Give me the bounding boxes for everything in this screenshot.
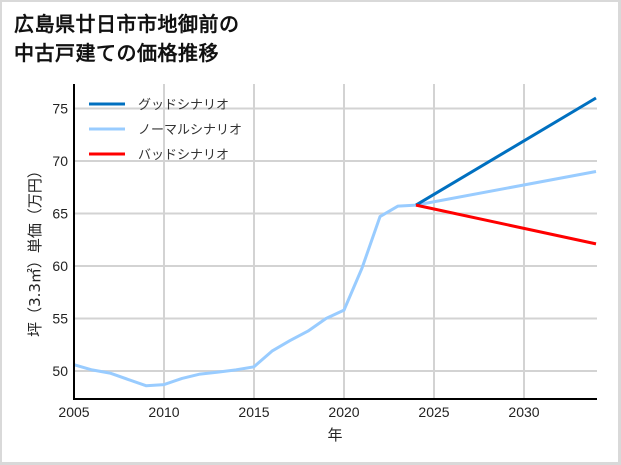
y-tick-label: 75 — [52, 101, 68, 117]
x-tick-label: 2005 — [58, 404, 89, 420]
chart-title: 広島県廿日市市地御前の 中古戸建ての価格推移 — [14, 10, 240, 68]
y-tick-label: 50 — [52, 363, 68, 379]
x-tick-label: 2015 — [238, 404, 269, 420]
y-tick-labels: 50 55 60 65 70 75 — [52, 101, 68, 380]
y-tick-label: 60 — [52, 258, 68, 274]
series-line — [415, 96, 597, 207]
series-line — [73, 170, 597, 388]
x-tick-label: 2010 — [148, 404, 179, 420]
legend-label: グッドシナリオ — [138, 98, 229, 113]
series-lines — [73, 96, 597, 388]
title-line-1: 広島県廿日市市地御前の — [14, 12, 240, 36]
y-tick-label: 55 — [52, 311, 68, 327]
y-tick-label: 70 — [52, 153, 68, 169]
y-axis-label: 坪（3.3㎡）単価（万円） — [26, 163, 44, 337]
x-tick-label: 2030 — [508, 404, 539, 420]
y-tick-label: 65 — [52, 206, 68, 222]
x-axis-label: 年 — [327, 426, 342, 444]
legend-label: バッドシナリオ — [138, 148, 229, 163]
series-line — [415, 203, 597, 246]
legend-label: ノーマルシナリオ — [138, 123, 242, 138]
title-line-2: 中古戸建ての価格推移 — [14, 41, 219, 65]
x-tick-label: 2020 — [328, 404, 359, 420]
x-tick-labels: 2005 2010 2015 2020 2025 2030 — [58, 404, 539, 420]
gridlines — [73, 84, 597, 399]
x-tick-label: 2025 — [418, 404, 449, 420]
